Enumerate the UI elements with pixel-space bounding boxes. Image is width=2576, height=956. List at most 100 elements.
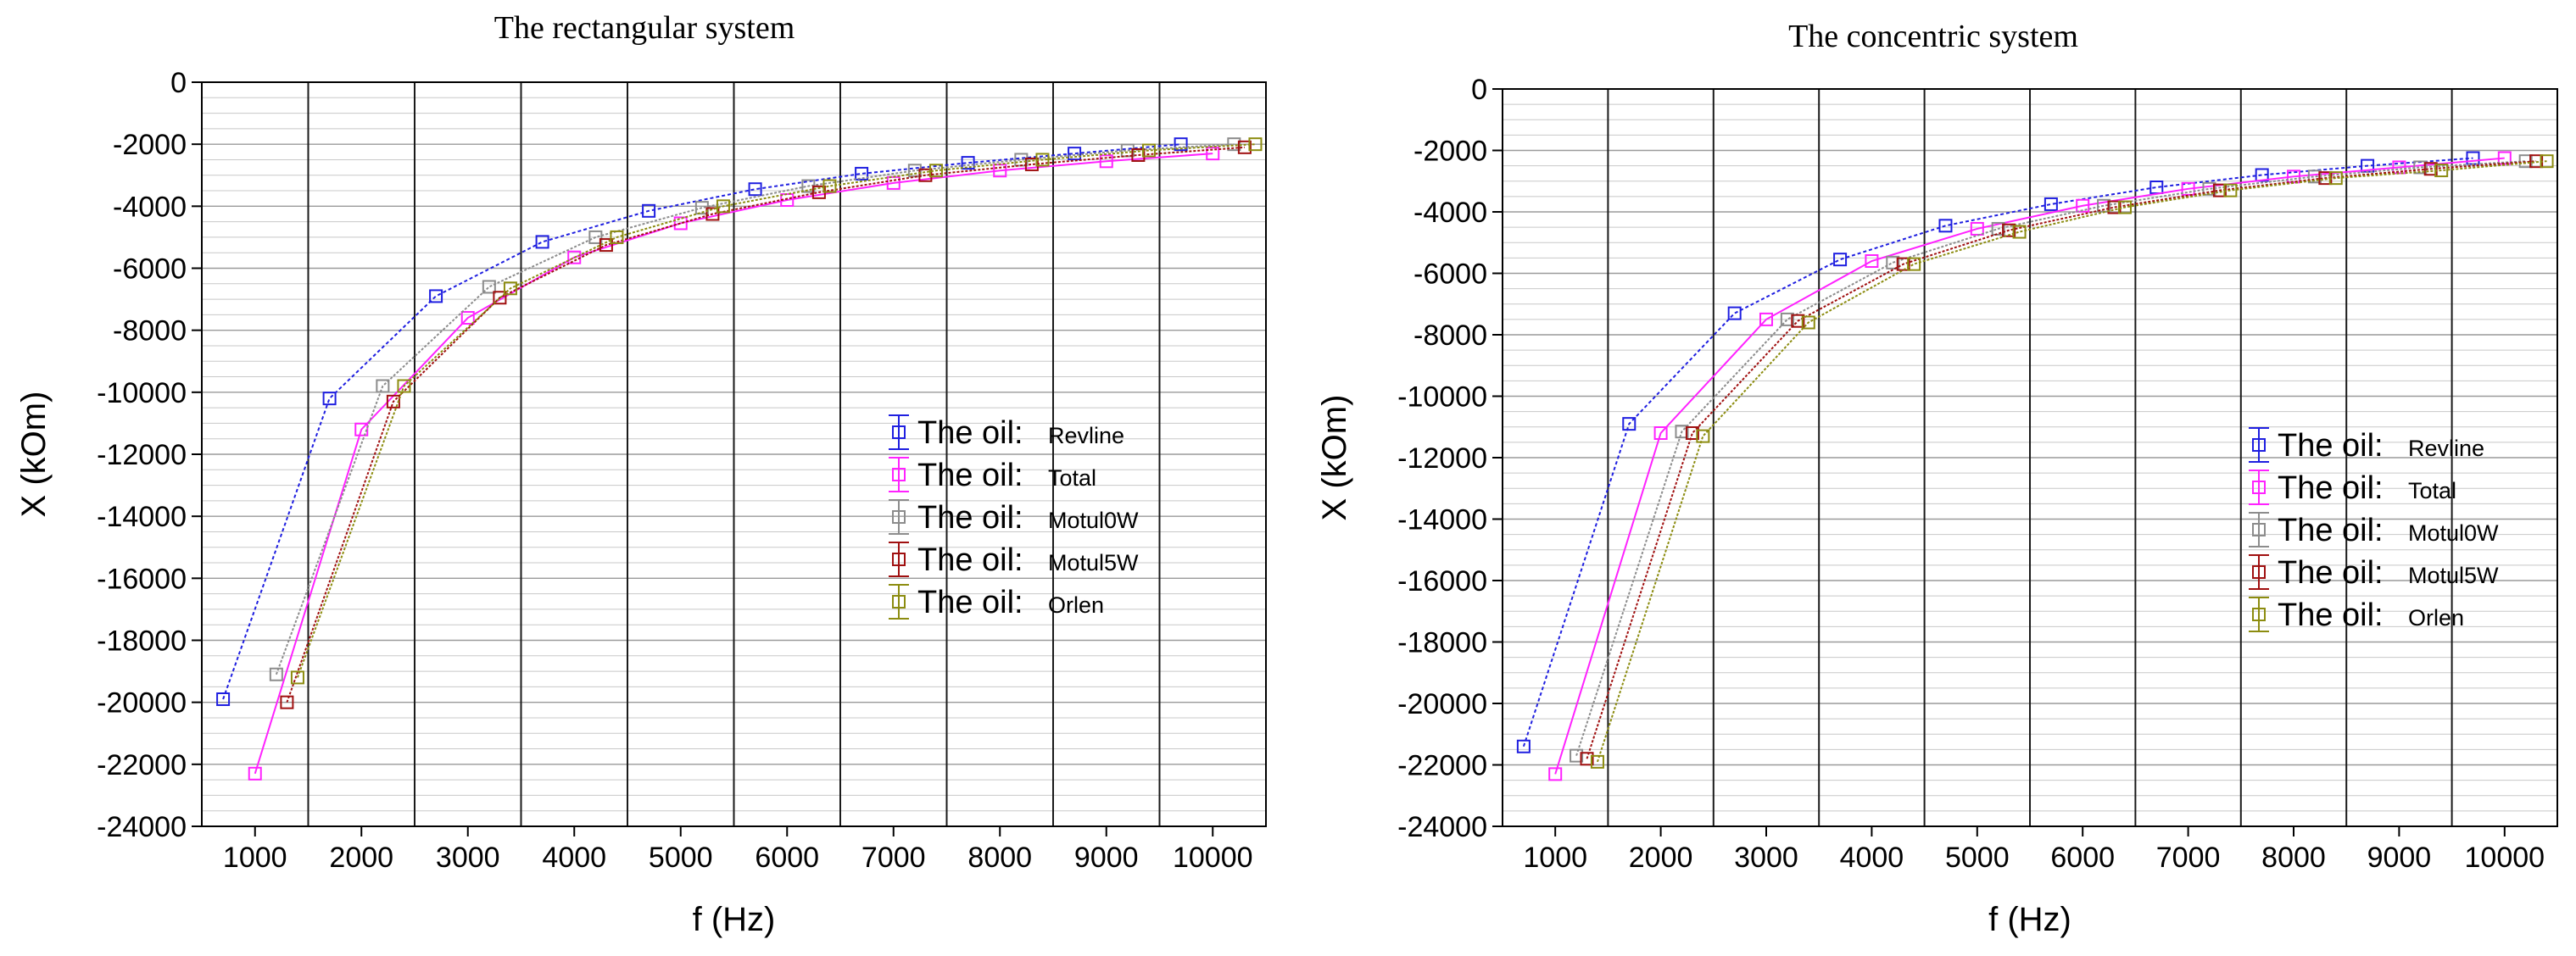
legend-label-total: Total (2408, 478, 2456, 503)
legend-label-orlen: Orlen (2408, 605, 2464, 631)
data-point (2328, 171, 2343, 186)
data-point (482, 280, 496, 294)
data-point (1759, 312, 1773, 326)
legend-prefix: The oil: (917, 415, 1023, 451)
data-point (855, 166, 869, 181)
data-point (2012, 225, 2027, 239)
x-tick-label: 6000 (755, 842, 819, 874)
x-tick-label: 4000 (1840, 842, 1904, 874)
legend-label-motul5w: Motul5W (2408, 563, 2499, 588)
y-tick-label: -12000 (1397, 442, 1487, 475)
data-point (1991, 221, 2005, 236)
data-point (2223, 183, 2238, 197)
data-point (928, 164, 943, 178)
data-point (716, 199, 730, 214)
x-tick-label: 8000 (2261, 842, 2326, 874)
y-tick-label: -24000 (1397, 811, 1487, 843)
y-tick-label: -18000 (1397, 627, 1487, 659)
data-point (1865, 254, 1879, 268)
series-motul5w (280, 140, 1252, 709)
data-point (248, 766, 262, 781)
data-point (2540, 154, 2554, 169)
y-axis-label: X (kOm) (15, 392, 53, 518)
data-point (1590, 754, 1604, 769)
series-motul5w (1580, 154, 2544, 766)
data-point (1024, 157, 1039, 171)
chart-title: The concentric system (1788, 19, 2078, 54)
data-point (748, 182, 762, 197)
legend-marker (892, 425, 906, 439)
data-point (1801, 315, 1815, 330)
x-tick-label: 9000 (2367, 842, 2432, 874)
data-point (918, 168, 933, 182)
legend-marker (2252, 481, 2266, 494)
data-point (1141, 143, 1156, 158)
data-point (354, 422, 369, 436)
y-tick-label: -20000 (97, 687, 187, 720)
data-point (1035, 153, 1050, 167)
y-tick-label: -12000 (97, 439, 187, 471)
legend-marker (2252, 438, 2266, 452)
data-point (1227, 137, 1241, 152)
legend-label-motul5w: Motul5W (1048, 550, 1139, 575)
series-line (222, 143, 1181, 700)
x-tick-label: 7000 (861, 842, 926, 874)
x-tick-label: 10000 (1173, 842, 1253, 874)
data-point (503, 281, 517, 296)
data-point (376, 379, 390, 393)
data-point (2287, 170, 2300, 184)
data-point (269, 667, 283, 681)
y-tick-label: -18000 (97, 625, 187, 658)
data-point (1907, 257, 1921, 271)
data-point (386, 394, 400, 409)
series-motul0w (1570, 154, 2533, 763)
data-point (1516, 739, 1531, 753)
data-point (610, 230, 624, 244)
legend-label-orlen: Orlen (1048, 592, 1104, 618)
data-point (2076, 198, 2090, 213)
y-tick-label: -8000 (113, 315, 187, 347)
legend-marker (892, 553, 906, 566)
data-point (1237, 140, 1252, 154)
data-point (1696, 429, 1710, 443)
data-point (599, 238, 613, 253)
data-point (2117, 200, 2132, 214)
y-tick-label: 0 (1471, 74, 1487, 106)
x-tick-label: 4000 (542, 842, 606, 874)
chart-rectangular: 0 -2000 -4000 -6000 -8000 -10000 -12000 -14000 -… (15, 10, 1267, 938)
y-tick-label: -10000 (97, 377, 187, 409)
legend: The oil: Revline The oil: Total The oil: Motu… (2249, 427, 2499, 633)
chart-title: The rectangular system (494, 10, 795, 46)
data-point (1653, 426, 1668, 440)
y-tick-label: -10000 (1397, 381, 1487, 414)
data-point (1548, 767, 1563, 781)
data-point (1580, 752, 1594, 766)
x-tick-label: 6000 (2050, 842, 2115, 874)
legend-marker (892, 595, 906, 609)
legend-label-total: Total (1048, 465, 1096, 491)
data-point (1570, 748, 1584, 763)
legend-prefix: The oil: (2278, 470, 2384, 506)
data-point (1970, 221, 1984, 236)
y-tick-label: -2000 (1413, 136, 1487, 168)
x-tick-label: 10000 (2465, 842, 2545, 874)
data-point (961, 156, 975, 170)
legend-marker (892, 510, 906, 524)
y-axis-label: X (kOm) (1316, 395, 1353, 521)
data-point (460, 311, 475, 325)
series-line (297, 143, 1256, 678)
y-tick-label: -20000 (1397, 688, 1487, 720)
legend: The oil: Revline The oil: Total The oil: Motu… (889, 414, 1139, 620)
chart-concentric: 0 -2000 -4000 -6000 -8000 -10000 -12000 -14000 -… (1316, 19, 2558, 938)
x-tick-label: 3000 (436, 842, 500, 874)
data-point (1685, 426, 1699, 440)
data-point (705, 207, 720, 221)
legend-label-motul0w: Motul0W (1048, 508, 1139, 533)
data-point (673, 216, 688, 231)
x-axis-label: f (Hz) (1988, 901, 2071, 938)
x-tick-label: 5000 (1945, 842, 2010, 874)
legend-prefix: The oil: (2278, 555, 2384, 591)
data-point (2413, 160, 2428, 175)
